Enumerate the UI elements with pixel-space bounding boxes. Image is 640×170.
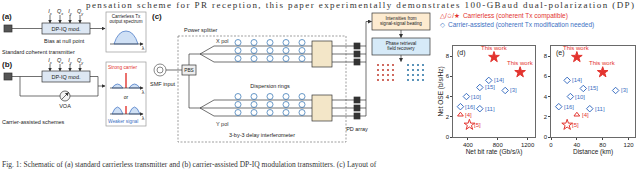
svg-text:VOA: VOA bbox=[59, 103, 71, 109]
svg-text:Ix: Ix bbox=[48, 8, 53, 16]
svg-text:2: 2 bbox=[544, 114, 548, 120]
svg-text:0: 0 bbox=[549, 142, 553, 148]
svg-text:3-by-3 delay interferometer: 3-by-3 delay interferometer bbox=[229, 132, 295, 138]
svg-text:This work: This work bbox=[589, 60, 616, 66]
svg-text:0: 0 bbox=[544, 134, 548, 140]
svg-text:or: or bbox=[124, 94, 129, 100]
svg-text:Qy: Qy bbox=[77, 57, 84, 65]
svg-text:2: 2 bbox=[446, 114, 450, 120]
svg-text:Intensities fromsignal-signal: Intensities fromsignal-signal beating bbox=[380, 16, 422, 26]
svg-text:Weaker signal: Weaker signal bbox=[108, 119, 138, 124]
svg-text:Carrierless Txoutput spectrum: Carrierless Txoutput spectrum bbox=[110, 14, 143, 24]
svg-text:Standard coherent transmitter: Standard coherent transmitter bbox=[2, 49, 75, 55]
svg-text:8: 8 bbox=[544, 53, 548, 59]
svg-text:[3]: [3] bbox=[621, 87, 628, 93]
svg-text:4: 4 bbox=[446, 94, 450, 100]
svg-text:(e): (e) bbox=[556, 49, 565, 57]
svg-text:8: 8 bbox=[446, 53, 450, 59]
svg-text:[15]: [15] bbox=[485, 84, 495, 90]
svg-text:This work: This work bbox=[507, 60, 534, 66]
svg-text:400: 400 bbox=[463, 142, 474, 148]
svg-text:pensation scheme for PR recept: pensation scheme for PR reception, this … bbox=[86, 0, 634, 10]
svg-text:Distance (km): Distance (km) bbox=[573, 148, 613, 156]
svg-text:[14]: [14] bbox=[572, 77, 582, 83]
svg-text:[14]: [14] bbox=[494, 77, 504, 83]
svg-text:4: 4 bbox=[544, 94, 548, 100]
svg-text:λ: λ bbox=[142, 89, 145, 95]
svg-text:Dispersion rings: Dispersion rings bbox=[250, 83, 290, 89]
svg-text:(d): (d) bbox=[457, 49, 466, 57]
svg-text:Qy: Qy bbox=[77, 8, 84, 16]
svg-text:6: 6 bbox=[446, 73, 450, 79]
svg-text:DP-IQ mod.: DP-IQ mod. bbox=[51, 74, 81, 80]
svg-text:1200: 1200 bbox=[521, 142, 535, 148]
svg-text:This work: This work bbox=[563, 45, 590, 51]
svg-text:This work: This work bbox=[481, 45, 508, 51]
svg-text:λ: λ bbox=[142, 115, 145, 121]
svg-text:[11]: [11] bbox=[595, 106, 605, 112]
svg-text:Net OSE (b/s/Hz): Net OSE (b/s/Hz) bbox=[437, 66, 445, 116]
svg-text:Net bit rate (Gb/s/λ): Net bit rate (Gb/s/λ) bbox=[466, 148, 523, 156]
svg-text:X pol: X pol bbox=[216, 38, 229, 44]
svg-text:[10]: [10] bbox=[471, 94, 481, 100]
svg-text:Bias at null point: Bias at null point bbox=[44, 38, 85, 44]
svg-text:Y pol: Y pol bbox=[216, 121, 228, 127]
svg-text:[4]: [4] bbox=[465, 112, 472, 118]
svg-text:Power splitter: Power splitter bbox=[184, 27, 217, 33]
svg-text:(b): (b) bbox=[2, 60, 13, 69]
svg-text:λ: λ bbox=[142, 45, 145, 51]
svg-text:(a): (a) bbox=[2, 12, 12, 21]
svg-text:[4]: [4] bbox=[582, 112, 589, 118]
svg-text:DP-IQ mod.: DP-IQ mod. bbox=[51, 26, 81, 32]
svg-text:Qx: Qx bbox=[57, 57, 64, 65]
svg-text:6: 6 bbox=[544, 73, 548, 79]
svg-text:Strong carrier: Strong carrier bbox=[108, 65, 137, 70]
svg-text:[5]: [5] bbox=[474, 122, 481, 128]
svg-text:Fig. 1: Schematic of (a) stand: Fig. 1: Schematic of (a) standard carrie… bbox=[2, 160, 377, 169]
svg-text:[16]: [16] bbox=[564, 104, 574, 110]
svg-text:[16]: [16] bbox=[465, 104, 475, 110]
svg-text:(c): (c) bbox=[152, 12, 162, 21]
svg-text:PD array: PD array bbox=[346, 126, 368, 132]
svg-text:40: 40 bbox=[574, 142, 581, 148]
svg-text:[3]: [3] bbox=[510, 87, 517, 93]
svg-text:Ix: Ix bbox=[48, 57, 53, 65]
svg-text:Iy: Iy bbox=[68, 8, 73, 16]
svg-text:0: 0 bbox=[446, 134, 450, 140]
svg-text:Iy: Iy bbox=[68, 57, 73, 65]
svg-text:[10]: [10] bbox=[575, 94, 585, 100]
svg-text:SMF input: SMF input bbox=[150, 81, 176, 87]
svg-text:PBS: PBS bbox=[184, 68, 194, 73]
svg-text:800: 800 bbox=[493, 142, 504, 148]
svg-text:[11]: [11] bbox=[485, 106, 495, 112]
svg-text:80: 80 bbox=[599, 142, 606, 148]
svg-text:Qx: Qx bbox=[57, 8, 64, 16]
svg-text:120: 120 bbox=[624, 142, 635, 148]
svg-text:[5]: [5] bbox=[572, 122, 579, 128]
svg-text:Phase retrievalfield recovery: Phase retrievalfield recovery bbox=[386, 41, 417, 51]
svg-text:Carrier-assisted schemes: Carrier-assisted schemes bbox=[2, 119, 65, 125]
svg-text:◇Carrier-assisted (coherent Tx: ◇Carrier-assisted (coherent Tx modificat… bbox=[440, 21, 594, 29]
svg-text:[15]: [15] bbox=[588, 85, 598, 91]
svg-text:△/✩/★Carrierless (coherent Tx: △/✩/★Carrierless (coherent Tx compatible… bbox=[440, 12, 568, 20]
